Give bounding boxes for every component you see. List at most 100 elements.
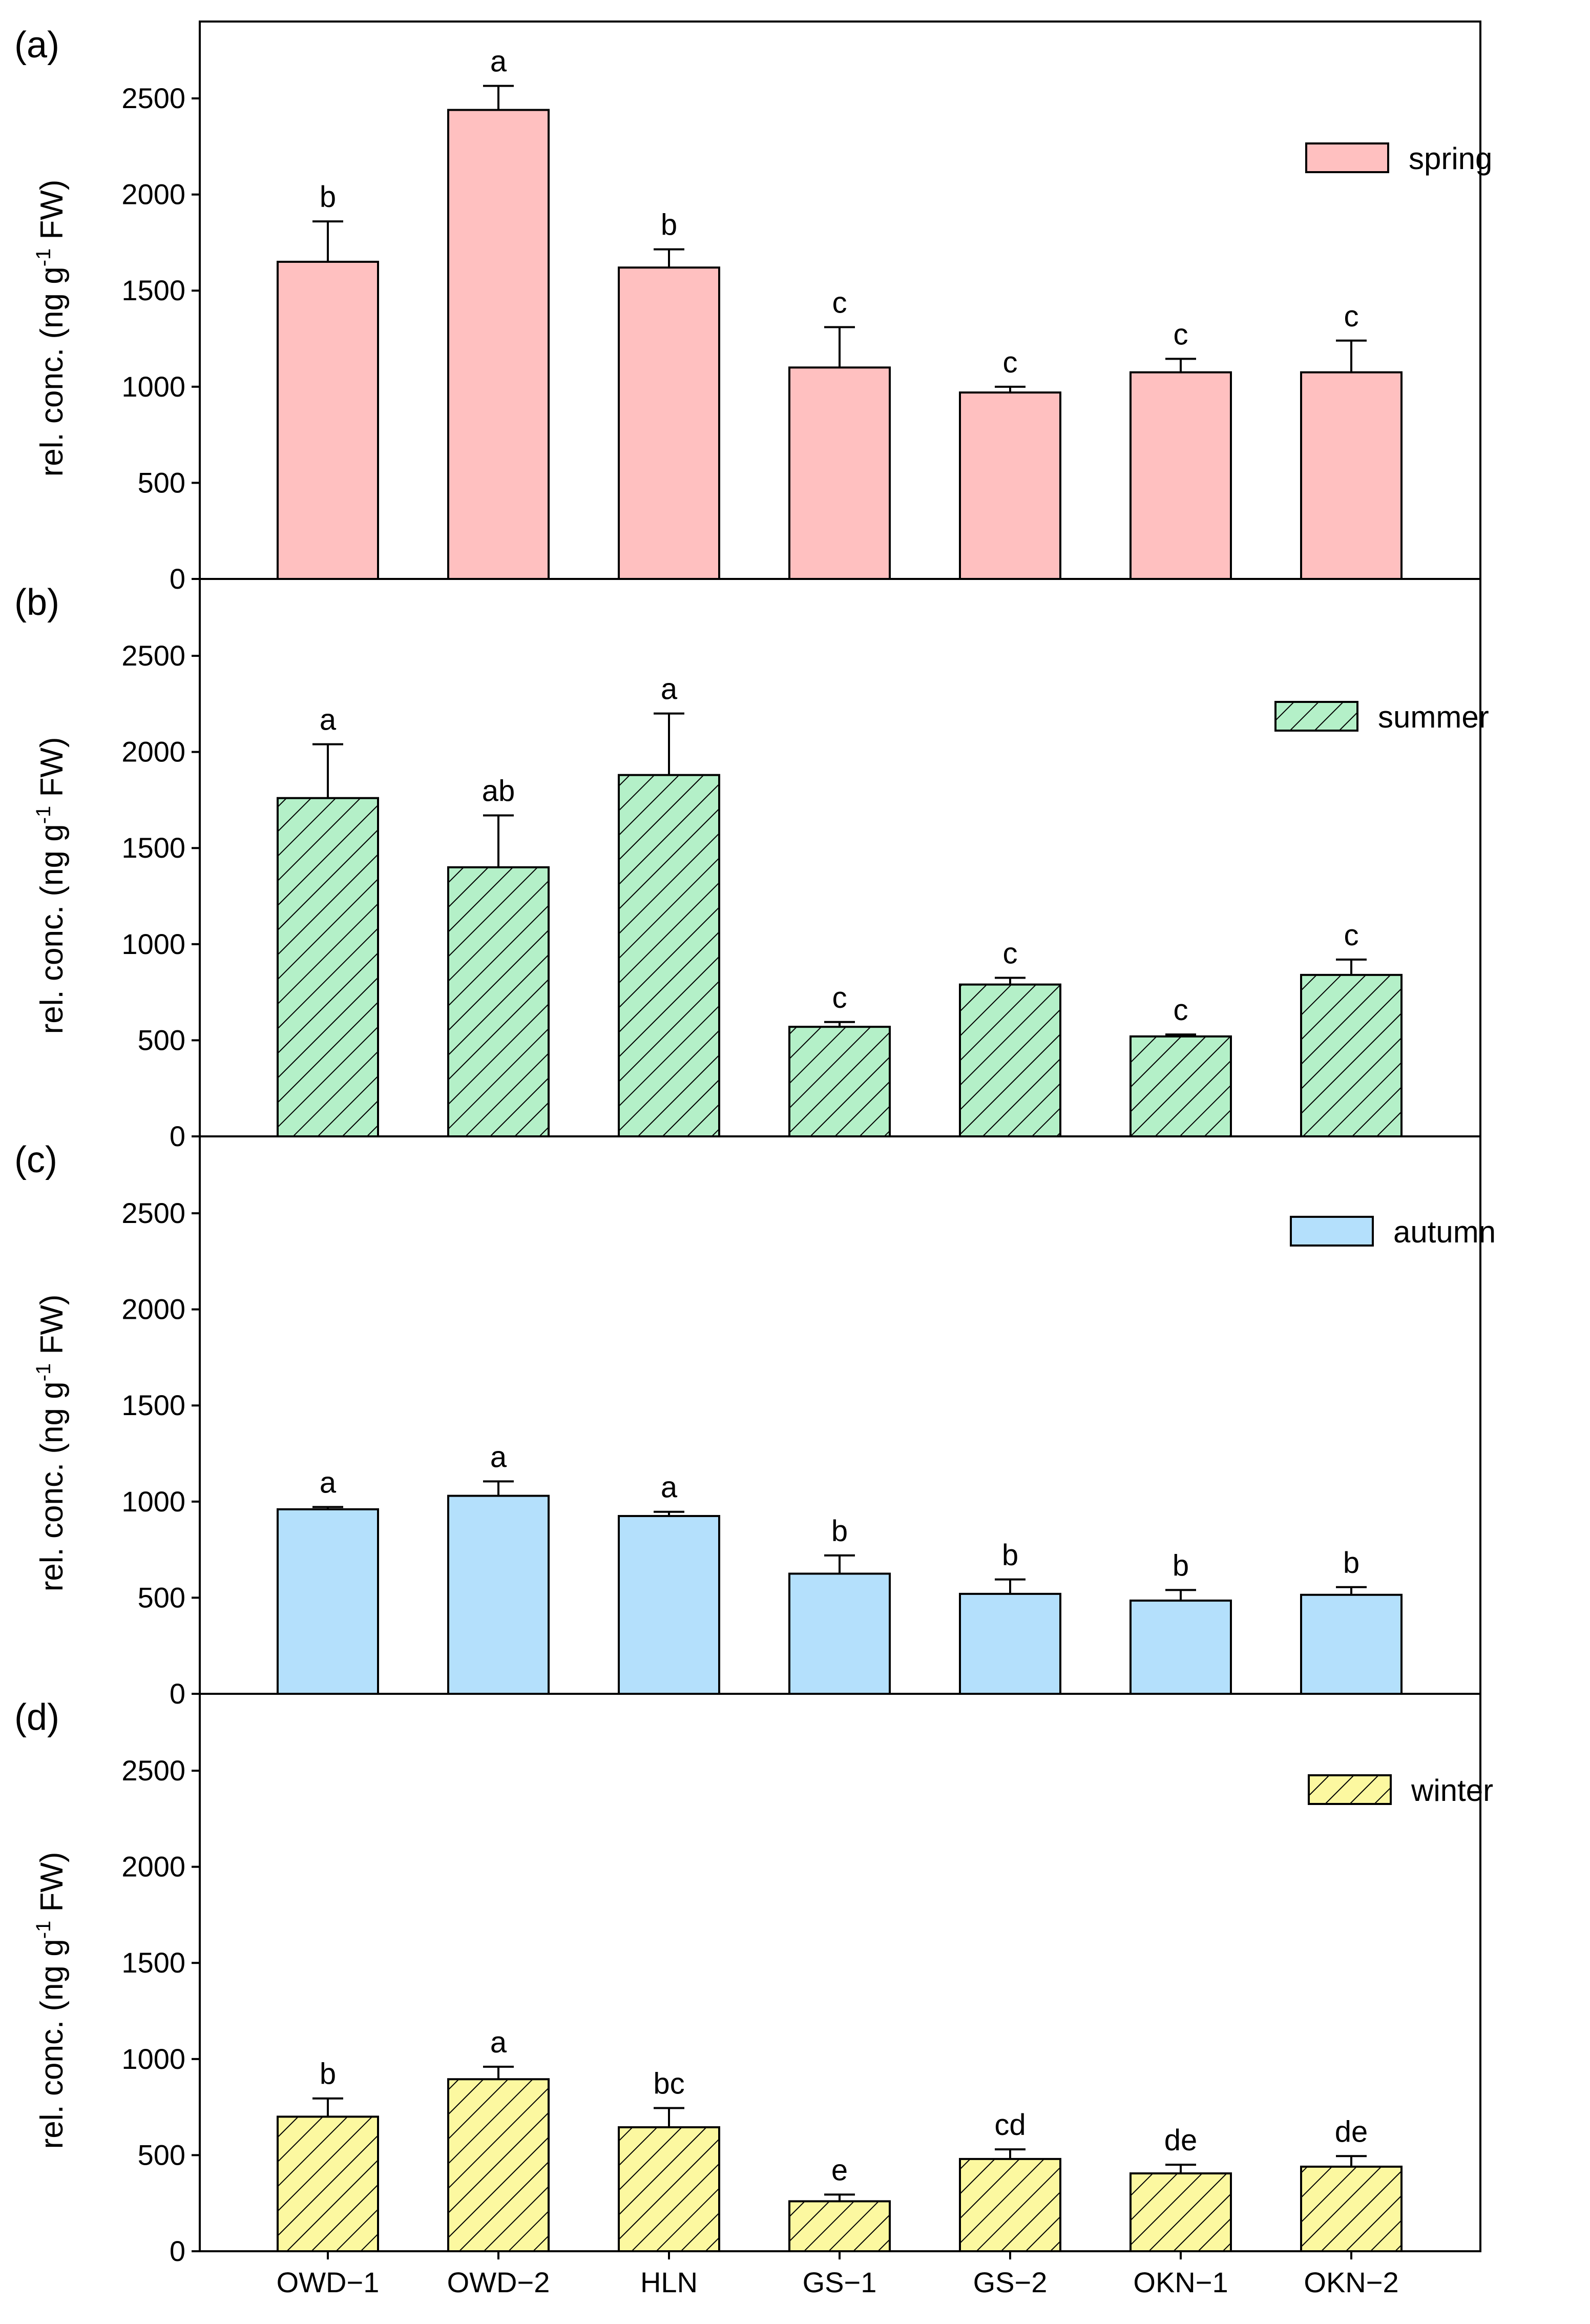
y-tick-label: 2000 [121, 1851, 185, 1883]
bar-winter-6 [1300, 2165, 1403, 2253]
significance-letter: ab [482, 774, 515, 807]
significance-letter: b [320, 180, 336, 214]
significance-letter: c [1003, 937, 1018, 970]
significance-letter: bc [653, 2067, 684, 2100]
bar-spring-0 [277, 260, 379, 580]
bar-winter-3 [788, 2200, 891, 2252]
bar-winter-0 [277, 2115, 379, 2253]
bar-summer-1 [447, 866, 550, 1138]
bar-spring-2 [618, 266, 720, 580]
panel-label: (b) [14, 582, 59, 623]
significance-letter: c [1003, 346, 1018, 379]
legend-label: winter [1411, 1773, 1493, 1808]
panel-label: (c) [14, 1139, 57, 1180]
y-tick-label: 500 [138, 1581, 185, 1613]
y-tick-label: 500 [138, 1024, 185, 1056]
x-tick-label: OWD−1 [277, 2266, 380, 2298]
bar-winter-4 [959, 2157, 1061, 2253]
significance-letter: b [1343, 1546, 1359, 1580]
y-tick-label: 0 [170, 1677, 185, 1710]
significance-letter: c [1344, 919, 1359, 952]
bar-winter-1 [447, 2078, 550, 2252]
panel-label: (d) [14, 1697, 59, 1738]
legend-label: spring [1409, 141, 1492, 176]
x-tick-label: OKN−2 [1304, 2266, 1398, 2298]
y-tick-label: 1500 [121, 832, 185, 864]
bar-winter-2 [618, 2126, 720, 2252]
legend-swatch [1274, 701, 1358, 732]
bar-autumn-6 [1300, 1593, 1403, 1695]
bar-summer-6 [1300, 973, 1403, 1138]
bar-autumn-0 [277, 1508, 379, 1695]
panel-winter: 0 500 1000 1500 2000 2500 rel. conc. (ng g-1 F… [14, 1693, 1493, 2298]
bar-autumn-4 [959, 1592, 1061, 1695]
panel-spring: 0 500 1000 1500 2000 2500 rel. conc. (ng g-1 F… [14, 20, 1492, 595]
significance-letter: a [320, 703, 337, 737]
y-tick-label: 1500 [121, 274, 185, 306]
bar-summer-3 [788, 1026, 891, 1138]
significance-letter: a [490, 2026, 507, 2059]
bar-summer-5 [1129, 1035, 1232, 1138]
y-tick-label: 1000 [121, 370, 185, 403]
significance-letter: b [661, 209, 677, 242]
bar-spring-6 [1300, 371, 1403, 580]
significance-letter: c [832, 981, 847, 1014]
y-tick-label: 500 [138, 466, 185, 499]
y-axis-label: rel. conc. (ng g-1 FW) [32, 1294, 70, 1591]
y-tick-label: 500 [138, 2139, 185, 2171]
x-tick-label: GS−1 [803, 2266, 877, 2298]
bar-spring-1 [447, 109, 550, 580]
legend-swatch [1290, 1216, 1374, 1247]
y-tick-label: 2500 [121, 1754, 185, 1787]
significance-letter: c [832, 286, 847, 320]
significance-letter: de [1164, 2124, 1198, 2157]
y-tick-label: 1000 [121, 2043, 185, 2075]
panel-label: (a) [14, 25, 59, 66]
bar-spring-5 [1129, 371, 1232, 580]
y-tick-label: 2000 [121, 1293, 185, 1325]
y-tick-label: 0 [170, 2235, 185, 2267]
panel-autumn: 0 500 1000 1500 2000 2500 rel. conc. (ng g-1 F… [14, 1135, 1496, 1710]
bar-summer-4 [959, 983, 1061, 1137]
significance-letter: b [320, 2058, 336, 2091]
bar-autumn-1 [447, 1495, 550, 1695]
y-tick-label: 2000 [121, 736, 185, 768]
significance-letter: de [1335, 2115, 1368, 2148]
x-tick-label: OKN−1 [1133, 2266, 1228, 2298]
panel-summer: 0 500 1000 1500 2000 2500 rel. conc. (ng g-1 F… [14, 578, 1489, 1152]
y-tick-label: 0 [170, 1120, 185, 1152]
y-tick-label: 1000 [121, 928, 185, 960]
bar-autumn-2 [618, 1514, 720, 1695]
bar-spring-3 [788, 366, 891, 580]
significance-letter: cd [994, 2108, 1026, 2142]
x-tick-label: GS−2 [973, 2266, 1048, 2298]
significance-letter: a [490, 1440, 507, 1474]
significance-letter: b [1002, 1539, 1018, 1572]
bar-autumn-5 [1129, 1600, 1232, 1695]
significance-letter: c [1174, 318, 1188, 351]
bar-summer-2 [618, 774, 720, 1138]
y-tick-label: 1000 [121, 1485, 185, 1518]
y-tick-label: 1500 [121, 1946, 185, 1979]
legend-label: summer [1378, 700, 1489, 734]
significance-letter: a [320, 1466, 337, 1499]
y-axis-label: rel. conc. (ng g-1 FW) [32, 179, 70, 476]
legend-swatch [1308, 1774, 1392, 1805]
y-tick-label: 2500 [121, 639, 185, 672]
significance-letter: b [1173, 1549, 1189, 1582]
significance-letter: a [661, 1471, 678, 1504]
significance-letter: e [831, 2153, 848, 2187]
y-tick-label: 0 [170, 563, 185, 595]
y-tick-label: 1500 [121, 1389, 185, 1421]
significance-letter: b [831, 1514, 848, 1548]
y-axis-label: rel. conc. (ng g-1 FW) [32, 737, 70, 1034]
bar-spring-4 [959, 391, 1061, 580]
y-tick-label: 2500 [121, 82, 185, 114]
bar-autumn-3 [788, 1572, 891, 1695]
y-tick-label: 2000 [121, 178, 185, 211]
x-tick-label: HLN [640, 2266, 698, 2298]
significance-letter: a [661, 673, 678, 706]
y-axis-label: rel. conc. (ng g-1 FW) [32, 1852, 70, 2149]
significance-letter: c [1174, 993, 1188, 1027]
